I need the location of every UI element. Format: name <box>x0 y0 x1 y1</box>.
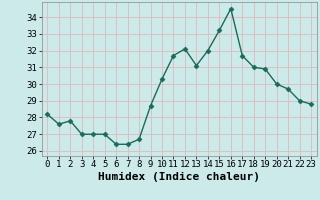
X-axis label: Humidex (Indice chaleur): Humidex (Indice chaleur) <box>98 172 260 182</box>
